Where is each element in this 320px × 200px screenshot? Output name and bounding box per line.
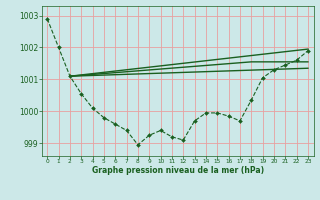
X-axis label: Graphe pression niveau de la mer (hPa): Graphe pression niveau de la mer (hPa): [92, 166, 264, 175]
